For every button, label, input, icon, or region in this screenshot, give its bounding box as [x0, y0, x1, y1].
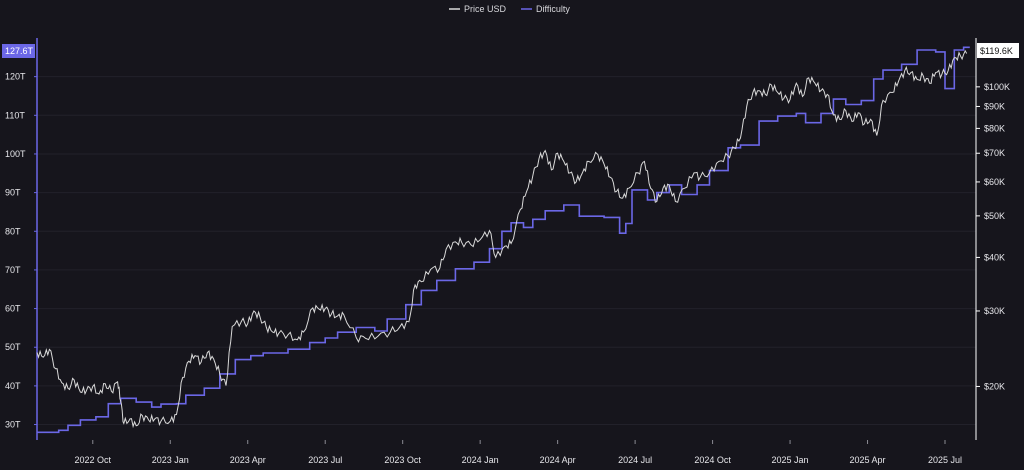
difficulty-series-line	[37, 46, 970, 434]
right-tick-label: $60K	[984, 177, 1005, 187]
x-tick-label: 2023 Oct	[384, 455, 421, 465]
right-tick-label: $100K	[984, 82, 1010, 92]
right-tick-label: $70K	[984, 148, 1005, 158]
x-tick-label: 2024 Apr	[540, 455, 576, 465]
x-tick-label: 2024 Jan	[462, 455, 499, 465]
x-tick-label: 2022 Oct	[75, 455, 112, 465]
x-tick-label: 2024 Jul	[618, 455, 652, 465]
right-tick-label: $50K	[984, 211, 1005, 221]
right-axis-ticks: $20K $30K $40K $50K $60K $70K $80K $90K $100K	[976, 82, 1010, 391]
x-tick-label: 2025 Apr	[850, 455, 886, 465]
right-tick-label: $40K	[984, 252, 1005, 262]
left-tick-label: 120T	[5, 72, 26, 82]
left-axis-ticks: 30T 40T 50T 60T 70T 80T 90T 100T 110T 120T	[5, 72, 37, 430]
left-tick-label: 80T	[5, 226, 21, 236]
left-tick-label: 40T	[5, 381, 21, 391]
x-tick-label: 2025 Jan	[772, 455, 809, 465]
left-current-value: 127.6T	[5, 46, 34, 56]
right-tick-label: $30K	[984, 306, 1005, 316]
x-axis-ticks: 2022 Oct 2023 Jan 2023 Apr 2023 Jul 2023 Oct…	[75, 440, 962, 465]
right-tick-label: $20K	[984, 381, 1005, 391]
legend-item-price[interactable]: Price USD	[449, 4, 507, 14]
right-tick-label: $80K	[984, 123, 1005, 133]
right-tick-label: $90K	[984, 101, 1005, 111]
legend-difficulty-label: Difficulty	[536, 4, 570, 14]
left-tick-label: 70T	[5, 265, 21, 275]
legend-item-difficulty[interactable]: Difficulty	[521, 4, 570, 14]
left-tick-label: 90T	[5, 188, 21, 198]
right-current-badge-bg	[977, 43, 1019, 58]
x-tick-label: 2023 Jan	[152, 455, 189, 465]
price-series-line	[36, 49, 968, 429]
legend-price-label: Price USD	[464, 4, 507, 14]
x-tick-label: 2025 Jul	[928, 455, 962, 465]
x-tick-label: 2023 Apr	[230, 455, 266, 465]
x-tick-label: 2023 Jul	[308, 455, 342, 465]
left-tick-label: 30T	[5, 420, 21, 430]
left-current-badge: 127.6T	[2, 44, 35, 58]
left-tick-label: 50T	[5, 342, 21, 352]
x-tick-label: 2024 Oct	[694, 455, 731, 465]
left-tick-label: 110T	[5, 110, 25, 120]
legend: Price USD Difficulty	[449, 4, 570, 14]
left-current-badge-bg	[2, 44, 35, 58]
left-tick-label: 60T	[5, 304, 21, 314]
left-tick-label: 100T	[5, 149, 26, 159]
right-current-badge: $119.6K	[977, 43, 1019, 58]
right-current-value: $119.6K	[980, 46, 1013, 56]
